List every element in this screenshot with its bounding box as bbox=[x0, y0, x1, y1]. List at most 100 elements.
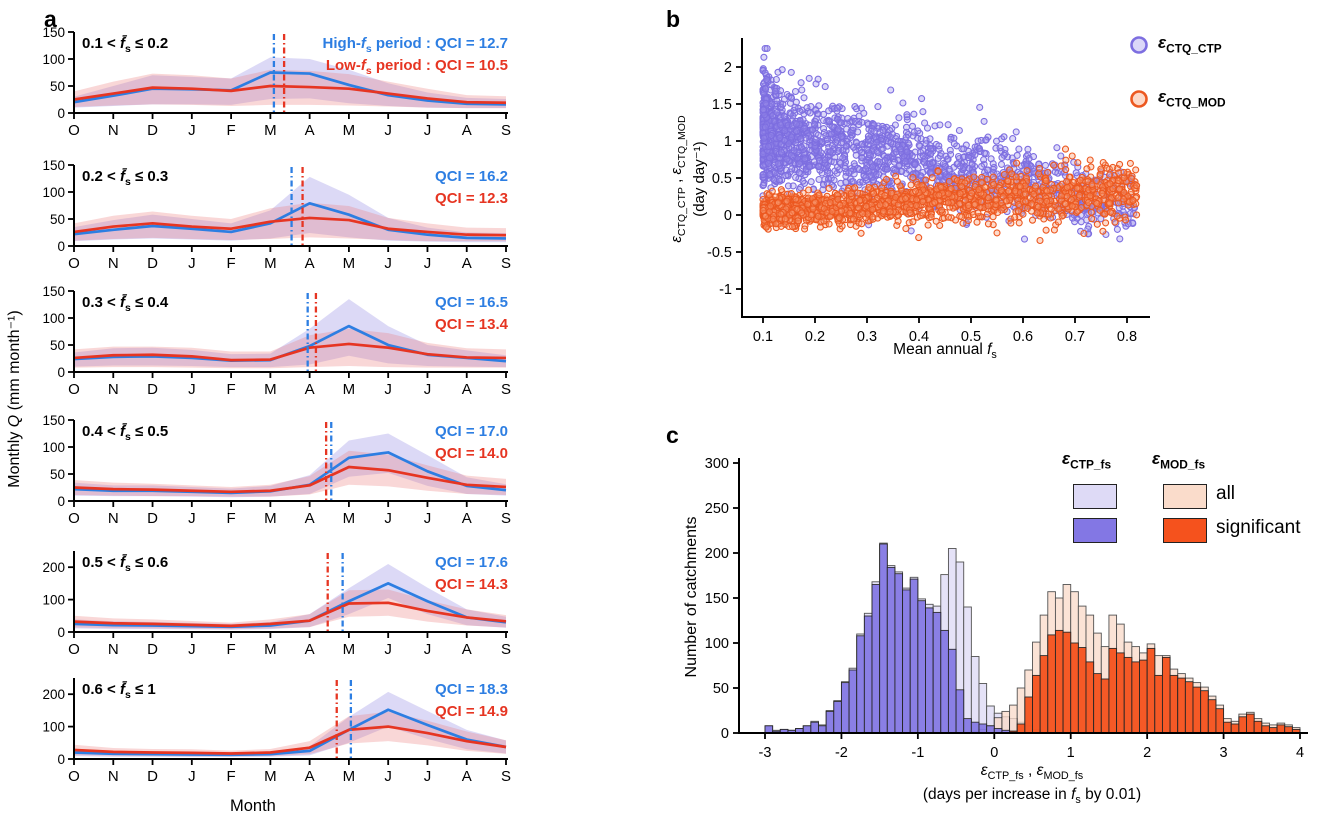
scatter-point bbox=[938, 206, 946, 214]
hist-bar bbox=[1139, 659, 1148, 734]
scatter-point bbox=[793, 127, 801, 135]
low-fs-line bbox=[73, 216, 507, 237]
scatter-point bbox=[1086, 192, 1094, 200]
scatter-point bbox=[806, 146, 814, 154]
month-label: M bbox=[264, 122, 277, 139]
scatter-point bbox=[971, 200, 979, 208]
scatter-point bbox=[777, 222, 785, 230]
scatter-point bbox=[1004, 177, 1012, 185]
scatter-point bbox=[936, 121, 944, 129]
scatter-point bbox=[1103, 164, 1111, 172]
month-label: S bbox=[501, 510, 511, 527]
scatter-point bbox=[1072, 169, 1080, 177]
low-fs-band bbox=[74, 711, 507, 757]
legend-marker-1 bbox=[1130, 90, 1148, 108]
scatter-point bbox=[761, 212, 770, 220]
scatter-point bbox=[918, 95, 926, 103]
month-label: J bbox=[424, 122, 432, 139]
scatter-point bbox=[858, 140, 866, 149]
scatter-point bbox=[768, 100, 776, 108]
scatter-point bbox=[954, 152, 963, 161]
scatter-point bbox=[921, 119, 929, 127]
y-tick-label: 150 bbox=[42, 25, 65, 40]
x-tick-label: 0.1 bbox=[753, 329, 773, 345]
scatter-point bbox=[950, 134, 958, 142]
month-label: J bbox=[384, 641, 392, 658]
scatter-point bbox=[1006, 166, 1014, 174]
scatter-point bbox=[970, 173, 978, 181]
scatter-point bbox=[1035, 170, 1043, 178]
month-label: J bbox=[384, 381, 392, 398]
scatter-point bbox=[1043, 197, 1051, 205]
scatter-point bbox=[772, 75, 780, 84]
scatter-point bbox=[934, 177, 942, 185]
hist-bar bbox=[825, 710, 835, 734]
month-label: J bbox=[188, 768, 196, 785]
month-label: J bbox=[188, 381, 196, 398]
month-label: D bbox=[147, 641, 158, 658]
scatter-point bbox=[1062, 156, 1070, 164]
y-tick-label: -1 bbox=[719, 282, 732, 298]
hist-bar bbox=[1246, 713, 1255, 734]
y-tick-label: 50 bbox=[50, 467, 65, 482]
month-label: A bbox=[462, 768, 472, 785]
hist-bar bbox=[1161, 656, 1171, 734]
scatter-point bbox=[1126, 159, 1134, 167]
scatter-point bbox=[1023, 167, 1031, 175]
scatter-point bbox=[761, 123, 769, 131]
scatter-point bbox=[935, 191, 943, 199]
scatter-point bbox=[919, 209, 927, 217]
scatter-point bbox=[1030, 190, 1038, 198]
scatter-point bbox=[958, 183, 966, 191]
high-fs-band bbox=[74, 691, 507, 758]
month-label: O bbox=[68, 381, 80, 398]
scatter-point bbox=[787, 68, 795, 76]
hist-bar bbox=[1085, 661, 1095, 734]
subplot-4: O N D J F M A M J J A S 0 50 100 150 bbox=[42, 413, 511, 527]
scatter-point bbox=[762, 223, 770, 231]
scatter-point bbox=[1096, 170, 1104, 178]
month-label: S bbox=[501, 122, 511, 139]
scatter-point bbox=[1050, 161, 1058, 169]
scatter-point bbox=[975, 186, 983, 194]
scatter-point bbox=[805, 186, 813, 194]
subplot-4-qci-high: QCI = 17.0 bbox=[435, 423, 508, 440]
scatter-point bbox=[859, 210, 867, 218]
y-tick-label: 150 bbox=[42, 413, 65, 428]
scatter-point bbox=[826, 147, 835, 156]
hist-bar bbox=[986, 725, 995, 734]
scatter-point bbox=[878, 140, 886, 148]
panel-b-ylabel: εCTQ_CTP , εCTQ_MOD (day day⁻¹) bbox=[667, 115, 708, 243]
scatter-point bbox=[997, 160, 1006, 168]
scatter-point bbox=[898, 167, 906, 175]
scatter-point bbox=[1084, 198, 1093, 207]
scatter-point bbox=[797, 79, 805, 87]
scatter-point bbox=[1114, 194, 1122, 202]
scatter-point bbox=[1007, 219, 1015, 227]
scatter-point bbox=[1044, 210, 1053, 218]
scatter-point bbox=[932, 217, 940, 225]
scatter-point bbox=[908, 152, 916, 160]
scatter-point bbox=[1067, 196, 1076, 204]
hist-bar bbox=[909, 578, 919, 734]
scatter-point bbox=[975, 144, 984, 153]
hist-bar bbox=[1047, 634, 1056, 734]
low-fs-band bbox=[74, 589, 507, 630]
scatter-point bbox=[1012, 128, 1020, 136]
scatter-point bbox=[1061, 145, 1070, 153]
hist-bar bbox=[833, 701, 842, 734]
scatter-point bbox=[1057, 152, 1065, 160]
scatter-point bbox=[984, 194, 992, 202]
month-label: J bbox=[188, 510, 196, 527]
scatter-point bbox=[883, 165, 891, 173]
hist-bar bbox=[1192, 686, 1202, 734]
scatter-point bbox=[1053, 144, 1061, 152]
y-tick-label: 50 bbox=[50, 212, 65, 227]
y-tick-label: 50 bbox=[50, 338, 65, 353]
scatter-point bbox=[931, 198, 939, 206]
month-label: O bbox=[68, 122, 80, 139]
y-tick-label: 300 bbox=[705, 456, 729, 472]
month-label: A bbox=[462, 381, 472, 398]
subplot-3: O N D J F M A M J J A S 0 50 100 150 bbox=[42, 284, 511, 398]
scatter-point bbox=[762, 99, 770, 107]
